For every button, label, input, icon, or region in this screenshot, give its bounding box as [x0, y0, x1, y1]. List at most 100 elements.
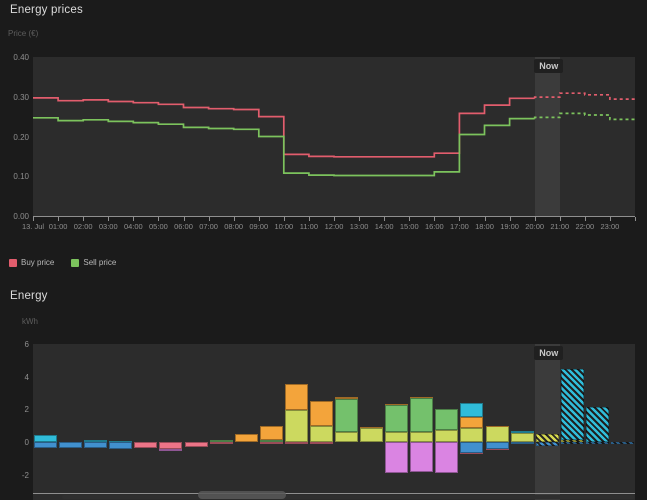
energy-bar-segment-blue[interactable] [109, 442, 133, 450]
energy-bar-segment-green[interactable] [435, 409, 459, 430]
sell-price-line-forecast[interactable] [533, 112, 635, 121]
price-x-tick [635, 217, 636, 221]
energy-x-axis-line [33, 493, 635, 494]
legend-swatch [9, 258, 17, 267]
energy-bar-segment-blue[interactable] [59, 442, 83, 448]
energy-bar-segment-orange[interactable] [234, 434, 258, 442]
energy-bar-segment-green[interactable] [385, 405, 409, 433]
price-x-tick-label: 06:00 [174, 222, 193, 231]
energy-bar-segment-lime[interactable] [460, 427, 484, 442]
energy-bar-segment-blue[interactable] [34, 442, 58, 448]
price-x-tick [108, 217, 110, 221]
price-y-tick-label: 0.40 [13, 53, 29, 62]
energy-bar-segment-cyan[interactable] [510, 431, 534, 433]
energy-bar-segment-blue[interactable] [510, 442, 534, 445]
energy-bar-segment-blue[interactable] [460, 442, 484, 453]
energy-bar-segment-magenta[interactable] [159, 449, 183, 451]
energy-bar-segment-pink[interactable] [184, 442, 208, 447]
energy-bar-segment-cyan[interactable] [84, 440, 108, 442]
energy-bar-segment-lime[interactable] [309, 426, 333, 442]
energy-bar-segment-lime[interactable] [284, 410, 308, 442]
horizontal-scrollbar-thumb[interactable] [198, 491, 286, 499]
energy-bar-segment-pink[interactable] [309, 442, 333, 445]
price-y-tick-label: 0.10 [13, 172, 29, 182]
energy-bar-segment-pink[interactable] [460, 452, 484, 454]
sell-price-line[interactable] [33, 116, 535, 177]
energy-bar-segment-orange[interactable] [360, 426, 384, 429]
energy-bar-segment-cyan[interactable] [585, 407, 609, 442]
energy-bar-segment-orange[interactable] [460, 417, 484, 428]
price-x-tick [359, 217, 361, 221]
energy-bar-segment-orange[interactable] [335, 397, 359, 399]
energy-bar-segment-blue[interactable] [485, 442, 509, 449]
price-x-tick-label: 13. Jul [21, 222, 45, 231]
energy-bar-segment-blue[interactable] [535, 442, 559, 446]
price-x-tick [83, 217, 85, 221]
energy-y-tick-label: -2 [21, 470, 29, 480]
energy-bar-segment-orange[interactable] [309, 400, 333, 427]
energy-y-tick-label: 0 [24, 438, 29, 447]
energy-bar-segment-blue[interactable] [560, 442, 584, 445]
price-x-tick [459, 217, 461, 221]
horizontal-scrollbar-track[interactable] [62, 495, 635, 499]
legend-item-sell-price[interactable]: Sell price [71, 258, 116, 267]
energy-bar-segment-blue[interactable] [585, 442, 609, 445]
buy-price-line-forecast[interactable] [533, 92, 635, 100]
energy-bar-segment-cyan[interactable] [109, 441, 133, 443]
price-x-tick-label: 12:00 [324, 222, 344, 231]
now-band [534, 57, 560, 216]
energy-bar-segment-lime[interactable] [485, 426, 509, 442]
energy-bar-segment-magenta[interactable] [410, 442, 434, 472]
energy-bar-segment-pink[interactable] [209, 442, 233, 445]
energy-bar-segment-lime[interactable] [410, 432, 434, 442]
energy-bar-segment-cyan[interactable] [34, 434, 58, 442]
legend-swatch [71, 258, 80, 267]
energy-y-tick-label: 6 [24, 340, 29, 349]
energy-chart-title: Energy [10, 290, 48, 302]
now-indicator-chip: Now [534, 59, 564, 73]
energy-bar-segment-green[interactable] [209, 440, 233, 442]
price-x-tick [183, 217, 185, 221]
energy-bar-segment-cyan[interactable] [560, 369, 584, 441]
legend-item-buy-price[interactable]: Buy price [9, 258, 54, 267]
price-x-tick [334, 217, 335, 221]
energy-bar-segment-green[interactable] [335, 398, 359, 433]
price-x-tick [584, 217, 586, 221]
energy-bar-segment-pink[interactable] [485, 448, 509, 450]
energy-bar-segment-lime[interactable] [360, 428, 384, 442]
energy-bar-segment-orange[interactable] [485, 425, 509, 427]
price-chart-plot-area[interactable]: Now [33, 57, 635, 216]
energy-bar-segment-blue[interactable] [610, 442, 634, 445]
energy-bar-segment-orange[interactable] [410, 396, 434, 398]
energy-bar-segment-green[interactable] [259, 440, 283, 442]
energy-bar-segment-yellow[interactable] [535, 434, 559, 442]
price-x-tick-label: 10:00 [274, 222, 294, 231]
energy-bar-segment-pink[interactable] [159, 442, 183, 450]
energy-bar-segment-pink[interactable] [259, 442, 283, 444]
price-x-tick [384, 217, 386, 221]
price-x-tick [534, 217, 536, 221]
price-x-tick-label: 21:00 [550, 222, 570, 231]
energy-bar-segment-orange[interactable] [259, 425, 283, 441]
energy-bar-segment-lime[interactable] [335, 432, 359, 442]
energy-bar-segment-blue[interactable] [84, 442, 108, 448]
energy-bar-segment-orange[interactable] [385, 404, 409, 406]
energy-bar-segment-lime[interactable] [435, 429, 459, 442]
energy-bar-segment-cyan[interactable] [460, 403, 484, 418]
price-x-tick [133, 217, 135, 221]
energy-bar-segment-magenta[interactable] [385, 442, 409, 474]
energy-chart-plot-area[interactable]: Now [33, 344, 635, 500]
energy-bar-segment-lime[interactable] [510, 433, 534, 442]
price-x-tick [484, 217, 486, 221]
energy-bar-segment-orange[interactable] [284, 384, 308, 411]
price-x-tick [258, 217, 260, 221]
energy-bar-segment-magenta[interactable] [435, 442, 459, 474]
energy-bar-segment-lime[interactable] [385, 432, 409, 442]
energy-bar-segment-pink[interactable] [284, 442, 308, 445]
price-x-tick [509, 217, 511, 221]
energy-y-axis-unit: kWh [22, 317, 38, 326]
energy-bar-segment-pink[interactable] [134, 442, 158, 448]
energy-bar-segment-yellow[interactable] [560, 440, 584, 442]
price-x-tick-label: 01:00 [48, 222, 68, 231]
energy-bar-segment-green[interactable] [410, 397, 434, 433]
